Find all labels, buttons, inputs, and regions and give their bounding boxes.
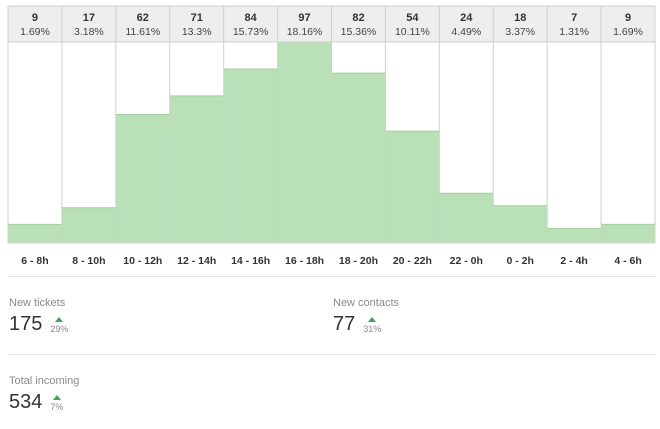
category-label: 2 - 4h (560, 255, 587, 267)
bar-16-18h (277, 42, 332, 243)
bar-percent-label: 18.16% (287, 26, 323, 38)
bar-percent-label: 4.49% (451, 26, 481, 38)
divider-top (8, 276, 656, 277)
bar-percent-label: 1.69% (20, 26, 50, 38)
category-label: 10 - 12h (123, 255, 162, 267)
bar-percent-label: 11.61% (125, 26, 160, 38)
bar-8-10h (61, 207, 116, 243)
bar-percent-label: 1.69% (613, 26, 643, 38)
metric-value: 77 (333, 313, 356, 335)
metric-new-contacts: New contacts 77 31% (333, 297, 399, 335)
metric-label: New contacts (333, 297, 400, 309)
bar-value-label: 71 (191, 12, 203, 24)
bar-4-6h (601, 224, 655, 243)
metric-label: New tickets (9, 297, 66, 309)
bar-14-16h (223, 68, 278, 243)
bar-6-8h (8, 224, 62, 243)
bar-10-12h (115, 114, 170, 243)
bar-percent-label: 10.11% (395, 26, 430, 38)
bar-percent-label: 15.73% (233, 26, 269, 38)
metric-change: 31% (363, 324, 382, 334)
bar-value-label: 9 (32, 12, 38, 24)
category-label: 12 - 14h (177, 255, 216, 267)
metric-change: 29% (50, 324, 69, 334)
bar-value-label: 18 (514, 12, 526, 24)
bar-12-14h (169, 95, 224, 244)
divider-middle (8, 354, 656, 355)
trend-up-icon (368, 317, 377, 322)
trend-up-icon (52, 395, 61, 400)
bar-18-20h (331, 73, 386, 243)
bar-value-label: 54 (406, 12, 419, 24)
category-label: 0 - 2h (506, 255, 533, 267)
category-label: 16 - 18h (285, 255, 324, 267)
category-label: 8 - 10h (72, 255, 105, 267)
category-label: 14 - 16h (231, 255, 270, 267)
bar-20-22h (385, 131, 440, 243)
metric-value: 175 (9, 313, 43, 335)
bar-value-label: 82 (352, 12, 364, 24)
bar-value-label: 9 (625, 12, 631, 24)
bar-value-label: 62 (137, 12, 149, 24)
category-label: 22 - 0h (450, 255, 483, 267)
metric-new-tickets: New tickets 175 29% (9, 297, 68, 335)
category-label: 18 - 20h (339, 255, 378, 267)
histogram-chart: 9 1.69% 6 - 8h 17 3.18% 8 - 10h 62 11.61% 10 - 1… (7, 5, 656, 267)
bar-22-0h (439, 193, 494, 243)
bar-value-label: 84 (245, 12, 258, 24)
bar-value-label: 17 (83, 12, 95, 24)
bar-value-label: 24 (460, 12, 473, 24)
bar-0-2h (493, 205, 548, 243)
bar-percent-label: 3.37% (505, 26, 535, 38)
metric-value: 534 (9, 391, 43, 413)
metric-total-incoming: Total incoming 534 7% (9, 375, 79, 413)
bar-percent-label: 1.31% (559, 26, 589, 38)
bar-percent-label: 15.36% (341, 26, 377, 38)
metric-change: 7% (50, 402, 64, 412)
bar-percent-label: 3.18% (74, 26, 104, 38)
category-label: 6 - 8h (21, 255, 48, 267)
bar-percent-label: 13.3% (182, 26, 212, 38)
bar-value-label: 97 (298, 12, 310, 24)
bar-2-4h (547, 228, 602, 243)
bar-value-label: 7 (571, 12, 577, 24)
category-label: 20 - 22h (393, 255, 432, 267)
category-label: 4 - 6h (614, 255, 641, 267)
trend-up-icon (55, 317, 64, 322)
metric-label: Total incoming (9, 375, 80, 387)
